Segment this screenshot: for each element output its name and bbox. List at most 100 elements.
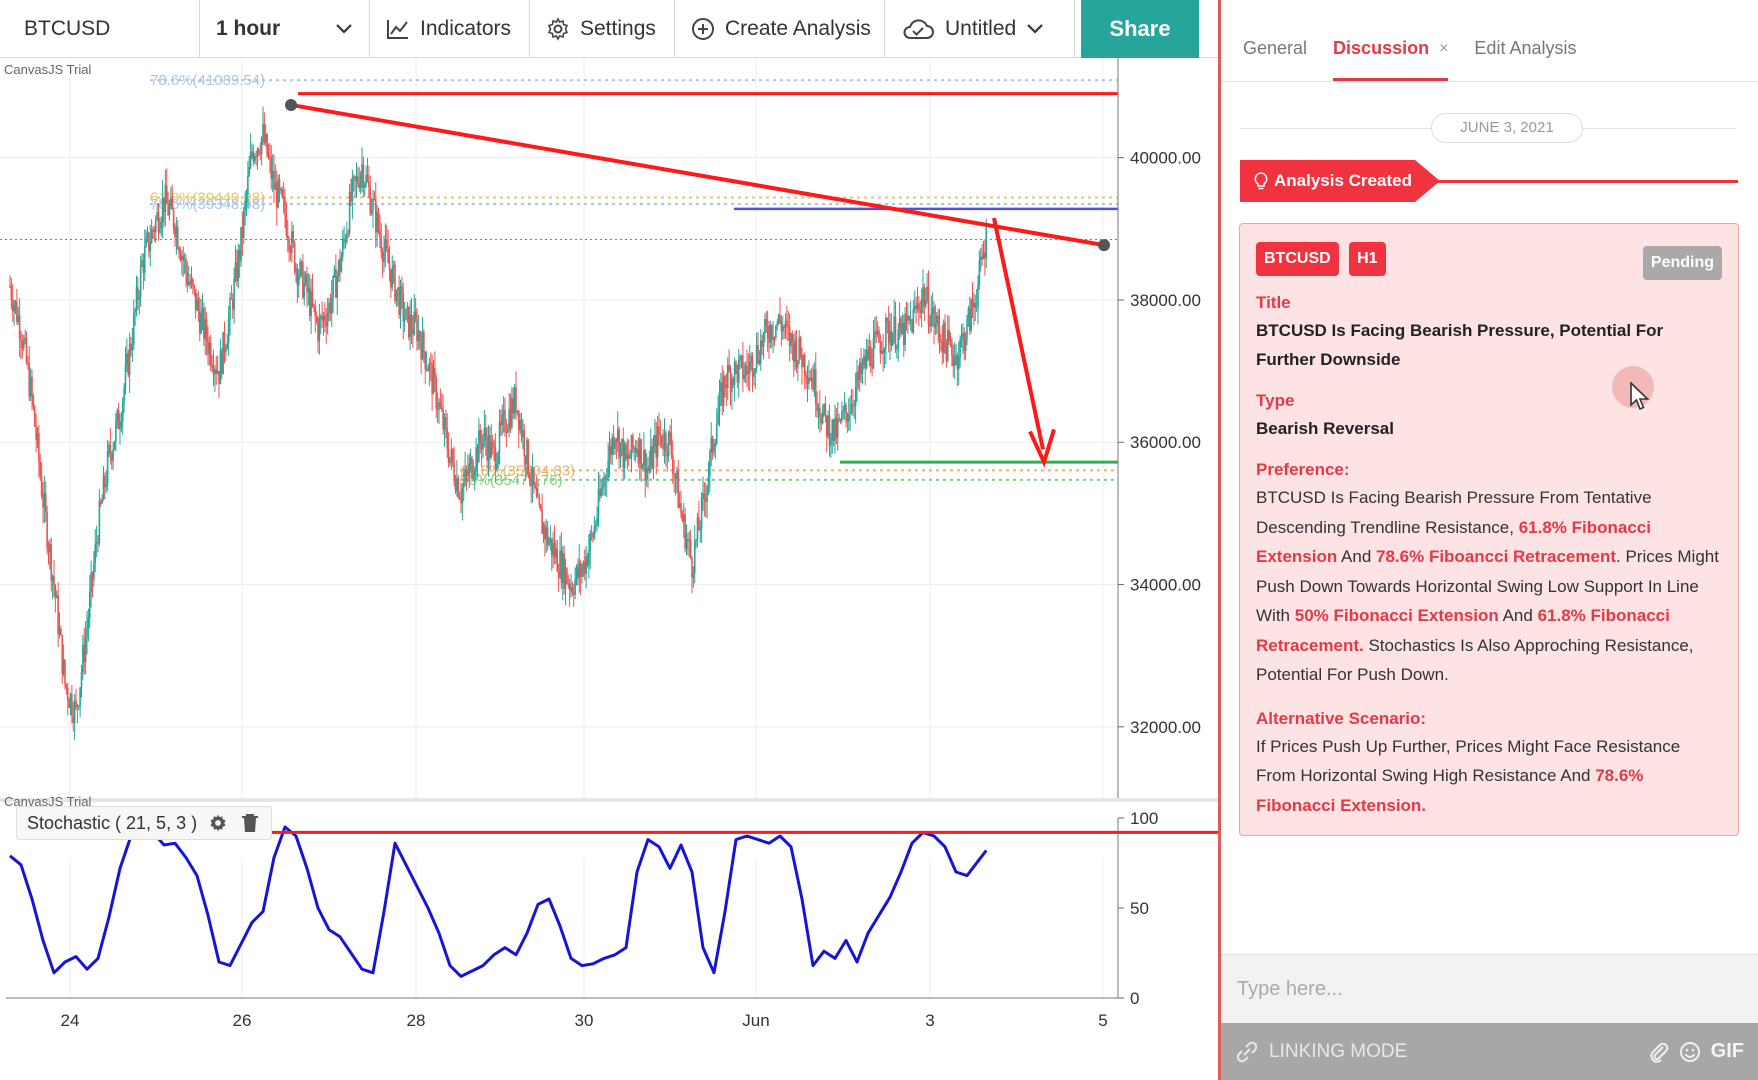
message-input-area[interactable] xyxy=(1221,954,1758,1023)
candle-body xyxy=(641,465,644,469)
candle-body xyxy=(832,419,835,441)
candle-body xyxy=(931,307,934,314)
candle-body xyxy=(812,377,814,390)
panel-tabs: General Discussion × Edit Analysis xyxy=(1221,0,1758,82)
candle-body xyxy=(513,387,516,414)
candle-body xyxy=(634,447,637,453)
candle-body xyxy=(340,256,343,272)
linking-mode-icon[interactable] xyxy=(1235,1040,1259,1064)
candle-body xyxy=(838,418,840,420)
candle-body xyxy=(963,333,966,351)
panel-divider[interactable] xyxy=(1218,0,1221,1080)
tab-general[interactable]: General xyxy=(1243,38,1307,81)
candle-body xyxy=(183,259,186,261)
candle-body xyxy=(746,365,748,372)
candle-body xyxy=(286,235,289,241)
candle-body xyxy=(588,550,590,566)
candle-body xyxy=(753,374,755,377)
candle-body xyxy=(248,166,251,177)
message-input[interactable] xyxy=(1221,955,1758,1023)
candle-body xyxy=(253,156,256,162)
create-analysis-button[interactable]: Create Analysis xyxy=(675,0,885,58)
close-icon[interactable]: × xyxy=(1439,39,1449,57)
candle-body xyxy=(597,488,600,518)
candle-body xyxy=(266,134,268,156)
candle-body xyxy=(376,211,378,233)
symbol-selector[interactable]: BTCUSD xyxy=(0,0,200,58)
candle-body xyxy=(205,319,208,342)
chevron-down-icon xyxy=(1027,24,1043,34)
status-badge: Pending xyxy=(1642,246,1722,280)
candle-body xyxy=(432,368,435,395)
candle-body xyxy=(762,333,765,348)
x-tick-label: 28 xyxy=(407,1011,426,1030)
candle-body xyxy=(219,350,222,385)
gif-button[interactable]: GIF xyxy=(1710,1040,1744,1062)
tab-discussion[interactable]: Discussion × xyxy=(1333,38,1449,81)
candle-body xyxy=(962,333,964,337)
emoji-icon[interactable] xyxy=(1679,1041,1701,1063)
candle-body xyxy=(80,672,83,688)
candle-body xyxy=(911,319,913,333)
candle-body xyxy=(33,406,36,427)
candle-body xyxy=(240,226,242,261)
candle-body xyxy=(984,252,986,258)
interval-label: 1 hour xyxy=(216,17,281,40)
layout-save-dropdown[interactable]: Untitled xyxy=(885,0,1075,58)
candle-body xyxy=(799,337,802,357)
candle-body xyxy=(161,197,164,223)
candle-body xyxy=(511,398,513,428)
candle-body xyxy=(106,450,109,484)
candle-body xyxy=(747,371,750,374)
candle-body xyxy=(230,298,233,300)
candle-body xyxy=(715,425,718,444)
candle-body xyxy=(401,286,403,294)
candle-body xyxy=(768,338,770,343)
indicator-delete-button[interactable] xyxy=(239,812,261,834)
candle-body xyxy=(475,447,477,471)
candle-body xyxy=(667,431,670,457)
candle-body xyxy=(483,428,486,436)
candle-body xyxy=(117,410,120,429)
candle-body xyxy=(935,315,938,323)
candle-body xyxy=(373,199,376,201)
x-tick-label: 24 xyxy=(61,1011,80,1030)
candle-body xyxy=(523,430,526,457)
tab-edit-analysis-label: Edit Analysis xyxy=(1474,38,1577,58)
price-chart[interactable]: 78.6%(41089.54) 61.8%(39440.28)78.6%(3934… xyxy=(0,58,1218,1048)
candle-body xyxy=(497,453,499,465)
candle-body xyxy=(720,382,722,392)
x-tick-label: 26 xyxy=(233,1011,252,1030)
candle-body xyxy=(234,261,237,279)
candle-body xyxy=(627,454,630,459)
indicators-button[interactable]: Indicators xyxy=(370,0,530,58)
candle-body xyxy=(850,403,853,414)
candle-body xyxy=(53,575,55,587)
candle-body xyxy=(18,315,21,340)
indicator-settings-button[interactable] xyxy=(207,812,229,834)
share-button[interactable]: Share xyxy=(1081,0,1199,58)
candle-body xyxy=(156,212,158,220)
tab-edit-analysis[interactable]: Edit Analysis xyxy=(1474,38,1576,81)
candle-body xyxy=(350,191,352,202)
candle-body xyxy=(809,377,812,381)
chart-area[interactable]: 78.6%(41089.54) 61.8%(39440.28) 78.6%(3934… xyxy=(0,58,1220,1048)
interval-dropdown[interactable]: 1 hour xyxy=(200,0,370,58)
candle-body xyxy=(959,339,961,358)
candle-body xyxy=(861,364,864,374)
candle-body xyxy=(982,252,985,260)
candle-body xyxy=(882,350,884,354)
candle-body xyxy=(786,320,788,326)
candle-body xyxy=(123,387,125,402)
candle-body xyxy=(732,378,735,385)
paperclip-icon[interactable] xyxy=(1649,1041,1669,1063)
candle-body xyxy=(707,475,710,488)
candle-body xyxy=(973,302,975,308)
candle-body xyxy=(526,439,528,465)
highlight-term: 78.6% Fiboancci Retracement xyxy=(1376,547,1616,566)
candle-body xyxy=(821,411,824,424)
candle-body xyxy=(878,330,880,343)
candle-body xyxy=(706,487,708,502)
candle-body xyxy=(977,285,979,307)
settings-button[interactable]: Settings xyxy=(530,0,675,58)
